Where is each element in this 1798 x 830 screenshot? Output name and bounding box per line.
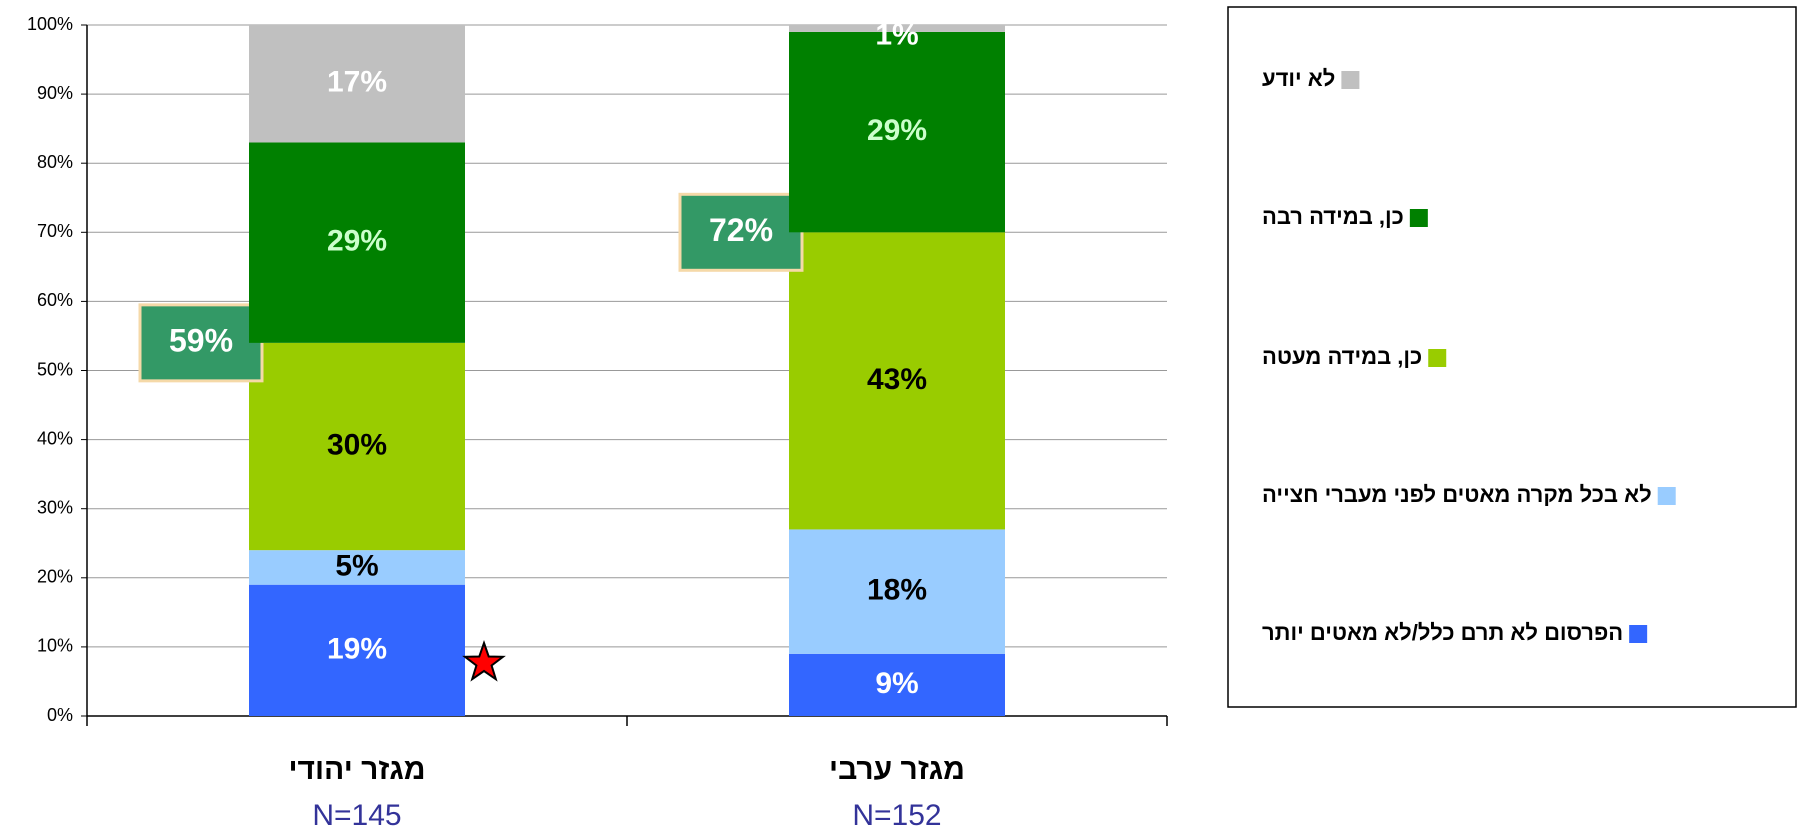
y-tick-label: 100% <box>27 14 73 34</box>
category-note: N=152 <box>852 799 941 830</box>
star-marker <box>462 639 506 682</box>
legend-swatch <box>1657 487 1676 505</box>
y-tick-label: 60% <box>37 290 73 310</box>
bar-segment <box>789 25 1005 32</box>
data-label: 5% <box>335 549 378 582</box>
legend-label: לא יודע <box>1262 66 1335 91</box>
bar-segment <box>249 342 465 551</box>
data-label: 29% <box>327 225 387 258</box>
y-tick-label: 30% <box>37 497 73 517</box>
data-label: 18% <box>867 574 927 607</box>
legend-label: כן, במידה רבה <box>1262 204 1404 229</box>
legend-box <box>1227 6 1797 708</box>
bar-segment <box>789 232 1005 530</box>
legend-swatch <box>1629 625 1648 643</box>
bar-segment <box>249 550 465 585</box>
y-tick-label: 90% <box>37 83 73 103</box>
data-label: 9% <box>875 667 918 700</box>
total-label: 72% <box>709 212 773 248</box>
y-tick-label: 20% <box>37 567 73 587</box>
data-label: 1% <box>875 18 918 51</box>
y-tick-label: 70% <box>37 221 73 241</box>
data-label: 29% <box>867 114 927 147</box>
legend-label: הפרסום לא תרם כלל/לא מאטים יותר <box>1262 620 1623 645</box>
data-label: 19% <box>327 632 387 665</box>
y-tick-label: 40% <box>37 428 73 448</box>
legend-swatch <box>1409 209 1428 227</box>
y-tick-label: 0% <box>47 705 73 725</box>
total-box <box>138 303 264 383</box>
y-tick-label: 50% <box>37 359 73 379</box>
y-tick-label: 80% <box>37 152 73 172</box>
legend-label: לא בכל מקרה מאטים לפני מעברי חצייה <box>1262 482 1652 507</box>
legend-swatch <box>1341 71 1360 89</box>
bar-segment <box>249 25 465 143</box>
data-label: 43% <box>867 363 927 396</box>
bar-segment <box>789 529 1005 654</box>
legend-swatch <box>1428 349 1447 367</box>
bar-segment <box>249 584 465 716</box>
data-label: 17% <box>327 66 387 99</box>
bar-segment <box>249 142 465 343</box>
category-note: N=145 <box>312 799 401 830</box>
legend-label: כן, במידה מעטה <box>1262 344 1422 369</box>
x-tick-label: מגזר יהודי <box>288 753 425 786</box>
y-tick-label: 10% <box>37 636 73 656</box>
data-label: 30% <box>327 428 387 461</box>
bar-segment <box>789 31 1005 233</box>
x-tick-label: מגזר ערבי <box>829 753 965 786</box>
bar-segment <box>789 653 1005 716</box>
total-label: 59% <box>169 322 233 358</box>
